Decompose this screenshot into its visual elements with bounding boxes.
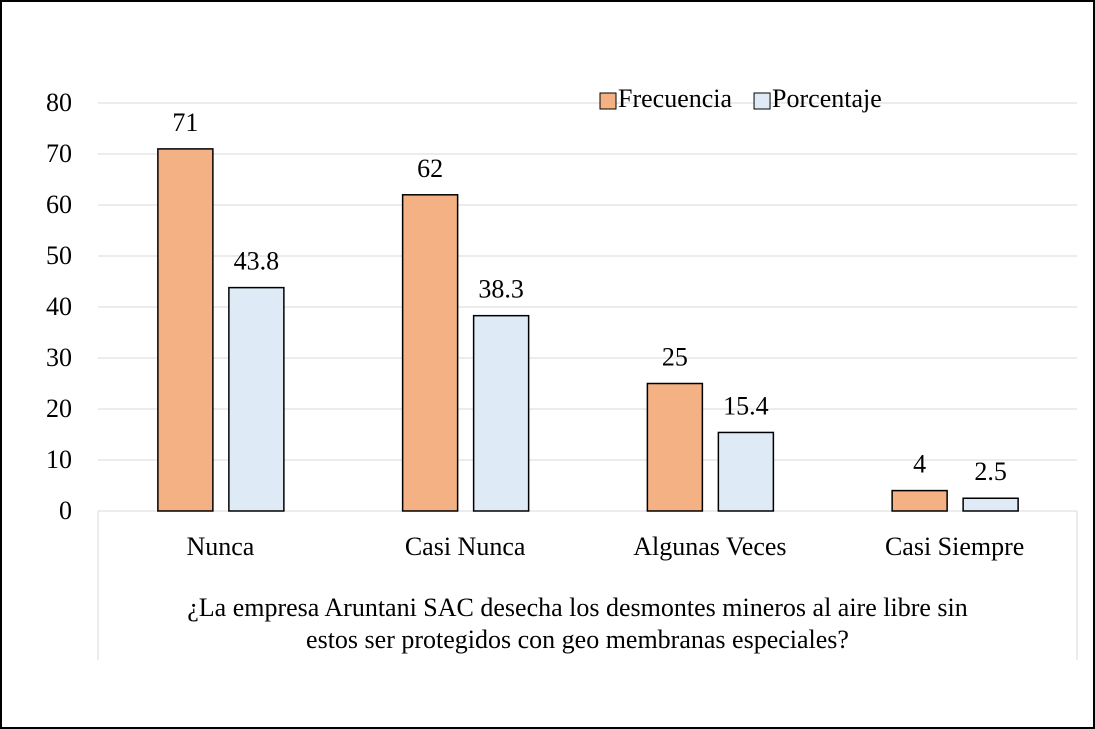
- y-tick-label: 40: [46, 292, 72, 321]
- y-tick-label: 0: [59, 496, 72, 525]
- x-axis-title: estos ser protegidos con geo membranas e…: [306, 625, 849, 654]
- data-label: 71: [172, 108, 198, 137]
- data-label: 62: [417, 154, 443, 183]
- data-label: 2.5: [974, 457, 1007, 486]
- y-tick-label: 70: [46, 139, 72, 168]
- bar: [157, 148, 214, 512]
- bar: [962, 497, 1019, 512]
- data-label: 4: [913, 450, 926, 479]
- x-tick-label: Casi Siempre: [885, 532, 1024, 561]
- data-label: 43.8: [234, 247, 280, 276]
- bar: [717, 431, 775, 512]
- y-tick-label: 30: [46, 343, 72, 372]
- data-label: 15.4: [723, 391, 769, 420]
- x-axis-title: ¿La empresa Aruntani SAC desecha los des…: [187, 593, 968, 622]
- x-tick-label: Casi Nunca: [405, 532, 526, 561]
- bar: [472, 314, 530, 512]
- data-label: 38.3: [478, 275, 524, 304]
- legend-swatch: [753, 92, 771, 110]
- x-tick-label: Algunas Veces: [633, 532, 786, 561]
- bar: [228, 286, 285, 512]
- bar: [646, 382, 704, 512]
- y-tick-label: 80: [46, 88, 72, 117]
- y-tick-label: 60: [46, 190, 72, 219]
- data-label: 25: [662, 342, 688, 371]
- y-tick-label: 20: [46, 394, 72, 423]
- y-tick-label: 10: [46, 445, 72, 474]
- y-tick-label: 50: [46, 241, 72, 270]
- x-tick-label: Nunca: [186, 532, 254, 561]
- bar: [401, 194, 459, 512]
- legend-label: Frecuencia: [618, 84, 733, 113]
- bar: [891, 489, 948, 512]
- legend-label: Porcentaje: [772, 84, 882, 113]
- legend-swatch: [599, 92, 617, 110]
